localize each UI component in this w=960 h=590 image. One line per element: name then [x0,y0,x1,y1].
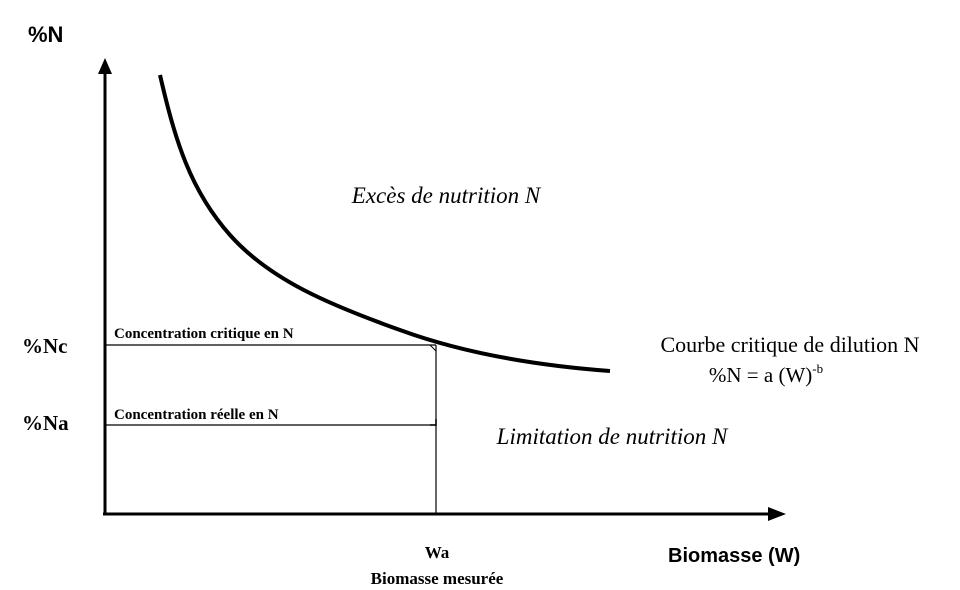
measured-biomass-label: Biomasse mesurée [371,569,504,588]
curve-equation: %N = a (W)-b [709,361,823,387]
actual-point-tick [430,419,437,426]
critical-dilution-curve [158,74,611,373]
y-axis-label: %N [28,22,63,47]
nc-level-label: %Nc [22,334,68,358]
curve-equation-exponent: -b [812,361,823,376]
critical-concentration-text: Concentration critique en N [114,326,294,342]
curve-equation-main: %N = a (W) [709,363,812,387]
limitation-region-label: Limitation de nutrition N [496,424,729,449]
wa-label: Wa [425,543,450,562]
y-axis-arrowhead [98,58,112,74]
x-axis-label: Biomasse (W) [668,545,800,567]
actual-concentration-text: Concentration réelle en N [114,407,279,423]
x-axis-arrowhead [768,507,786,521]
na-level-label: %Na [22,411,69,435]
critical-point-tick [429,344,437,352]
curve-name-label: Courbe critique de dilution N [660,332,919,357]
excess-region-label: Excès de nutrition N [351,183,542,208]
